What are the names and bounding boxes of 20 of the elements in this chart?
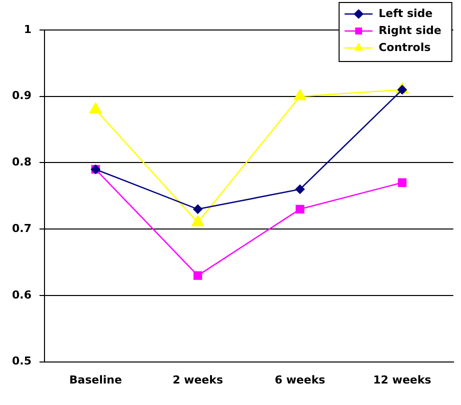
x-tick-label: 2 weeks	[172, 373, 224, 386]
y-tick-label: 0.9	[12, 89, 32, 102]
x-tick-label: 6 weeks	[274, 373, 326, 386]
x-tick-label: Baseline	[69, 373, 122, 386]
y-tick-label: 0.5	[12, 354, 32, 368]
x-tick-label: 12 weeks	[373, 373, 432, 386]
y-tick-label: 0.6	[12, 288, 32, 302]
legend-label: Controls	[378, 40, 432, 54]
legend-label: Right side	[378, 24, 442, 37]
point	[193, 204, 202, 214]
y-tick-label: 0.8	[12, 156, 32, 169]
y-tick-label: 0.7	[12, 222, 32, 235]
point	[294, 89, 306, 100]
point	[89, 102, 102, 114]
point	[296, 204, 304, 214]
y-tick-label: 1	[24, 22, 32, 36]
legend-label: Left side	[378, 6, 433, 20]
point	[398, 178, 407, 187]
point	[193, 271, 202, 280]
point	[295, 184, 305, 194]
